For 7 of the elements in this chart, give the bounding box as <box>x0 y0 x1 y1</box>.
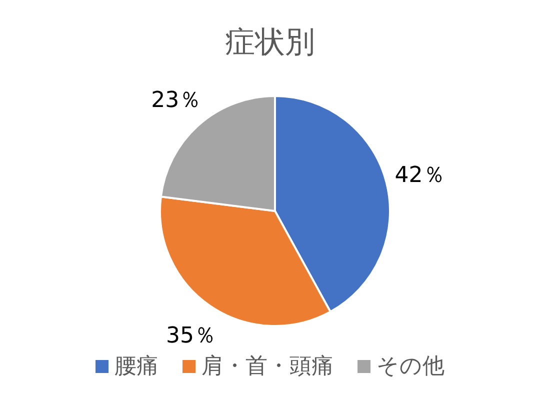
data-label: 23％ <box>151 88 202 113</box>
legend-label: 腰痛 <box>114 354 158 379</box>
legend-label: 肩・首・頭痛 <box>202 354 334 379</box>
data-label: 42％ <box>394 162 445 188</box>
data-label: 35％ <box>166 324 216 349</box>
chart-title: 症状別 <box>225 25 315 60</box>
legend-label: その他 <box>376 354 444 379</box>
